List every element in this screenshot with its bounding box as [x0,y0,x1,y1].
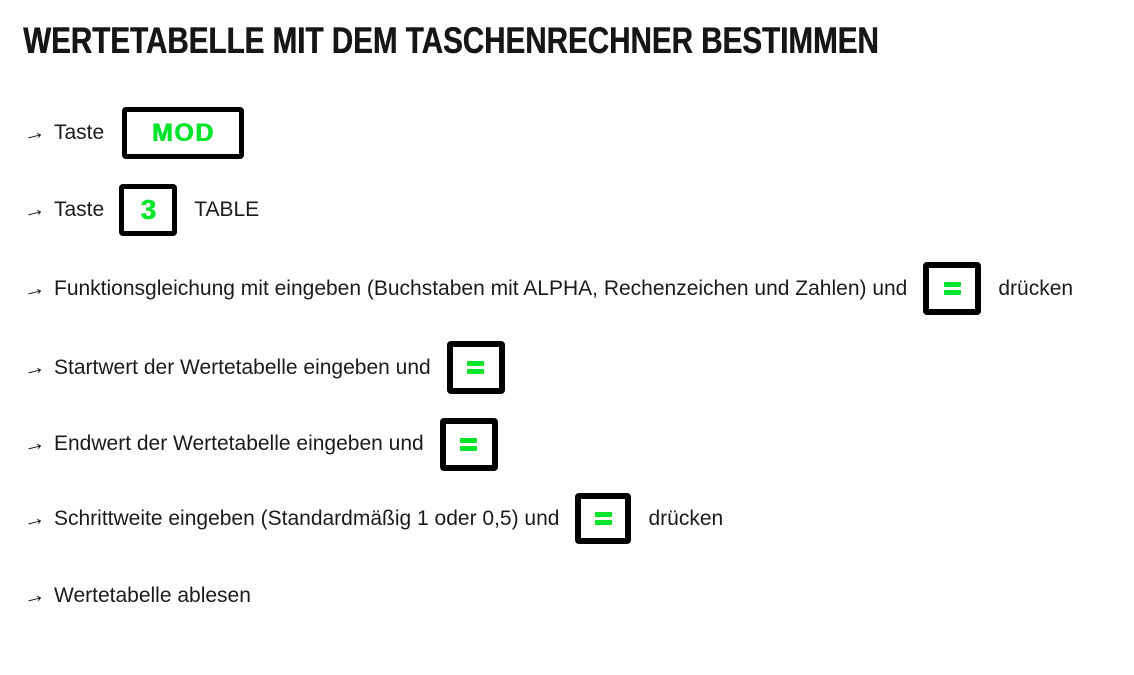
step-text: Endwert der Wertetabelle eingeben und [54,432,424,455]
arrow-icon: → [20,503,48,533]
equals-icon [460,437,478,451]
arrow-icon: → [20,428,48,459]
step-text: Startwert der Wertetabelle eingeben und [54,355,431,379]
equals-key [575,493,632,544]
step-row-taste-mod: → Taste MOD [20,107,245,159]
arrow-icon: → [20,580,48,611]
step-suffix: drücken [998,276,1074,300]
step-row-ablesen: → Wertetabelle ablesen [20,580,251,611]
equals-key [923,262,982,315]
equals-icon [943,282,961,295]
page-title: WERTETABELLE MIT DEM TASCHENRECHNER BEST… [23,20,879,61]
step-text: Wertetabelle ablesen [54,584,251,607]
step-text: Funktionsgleichung mit eingeben (Buchsta… [54,276,908,300]
equals-icon [594,512,612,525]
step-suffix: drücken [648,506,724,530]
arrow-icon: → [20,273,48,303]
step-row-schrittweite: → Schrittweite eingeben (Standardmäßig 1… [20,493,724,544]
step-row-taste-3-table: → Taste 3 TABLE [20,184,260,236]
step-suffix: TABLE [194,198,260,221]
arrow-icon: → [20,352,48,382]
three-key: 3 [119,184,178,236]
equals-icon [467,361,485,374]
arrow-icon: → [20,117,48,148]
mod-key: MOD [122,107,245,159]
step-text: Taste [54,198,105,221]
equals-key [439,417,498,471]
step-text: Taste [54,121,105,144]
equals-key [446,341,505,394]
step-row-funktionsgleichung: → Funktionsgleichung mit eingeben (Buchs… [20,262,1074,315]
arrow-icon: → [20,194,48,225]
step-text: Schrittweite eingeben (Standardmäßig 1 o… [54,506,560,530]
step-row-endwert: → Endwert der Wertetabelle eingeben und [20,417,498,471]
step-row-startwert: → Startwert der Wertetabelle eingeben un… [20,341,505,394]
